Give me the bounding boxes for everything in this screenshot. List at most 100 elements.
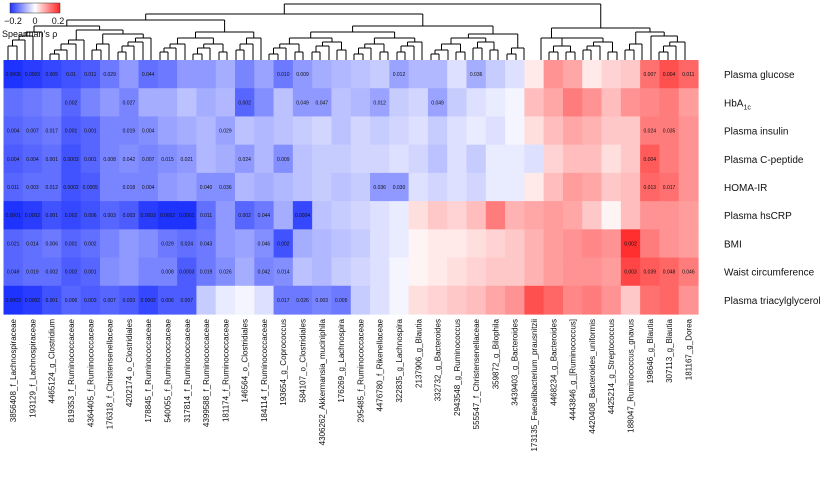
heatmap-cell (177, 172, 198, 202)
heatmap-cell (389, 257, 410, 287)
heatmap-cell (312, 201, 333, 230)
pvalue-label: 0.013 (644, 185, 657, 191)
heatmap-cell (235, 116, 255, 146)
pvalue-label: 0.0002 (141, 298, 157, 304)
heatmap-cell (273, 201, 294, 230)
heatmap-cell (640, 201, 661, 230)
pvalue-label: 0.012 (393, 72, 406, 78)
heatmap-cell (22, 88, 43, 118)
heatmap-cell (505, 201, 525, 230)
pvalue-label: 0.003 (103, 213, 116, 219)
heatmap-cell (312, 88, 333, 118)
pvalue-label: 0.0003 (179, 270, 195, 276)
heatmap-cell (582, 172, 603, 202)
heatmap-cell (177, 229, 198, 259)
heatmap-cell (22, 285, 43, 315)
heatmap-cell (177, 116, 198, 146)
heatmap-cell (138, 116, 159, 146)
pvalue-labels: 0.0006 0.0003 0.005 0.01 0.011 0.029 0.044 0.01… (5, 72, 694, 304)
pvalue-label: 0.030 (393, 185, 406, 191)
heatmap-cell (389, 88, 410, 118)
column-label: 178845_f_Ruminococcaceae (144, 318, 153, 422)
pvalue-label: 0.004 (7, 157, 20, 163)
heatmap-cell (408, 172, 429, 202)
heatmap-cell (138, 257, 159, 287)
heatmap-cell (80, 60, 101, 89)
heatmap-cell (292, 172, 313, 202)
pvalue-label: 0.002 (65, 270, 78, 276)
heatmap-cell (254, 172, 275, 202)
legend-tick-max: 0.2 (52, 16, 65, 26)
heatmap-cell (22, 201, 43, 230)
heatmap-cell (543, 257, 564, 287)
heatmap-cell (99, 257, 120, 287)
heatmap-cell (273, 116, 294, 146)
heatmap-cell (331, 201, 352, 230)
pvalue-label: 0.0005 (83, 185, 99, 191)
heatmap-cell (99, 285, 120, 315)
pvalue-label: 0.042 (258, 270, 271, 276)
heatmap-cell (235, 172, 255, 202)
heatmap-cell (177, 144, 198, 174)
pvalue-label: 0.006 (84, 213, 97, 219)
heatmap-cell (389, 172, 410, 202)
heatmap-cell (157, 172, 178, 202)
heatmap-cell (447, 201, 468, 230)
heatmap-cell (177, 88, 198, 118)
heatmap-cell (80, 144, 101, 174)
heatmap-cell (331, 116, 352, 146)
pvalue-label: 0.003 (26, 185, 39, 191)
pvalue-label: 0.048 (663, 270, 676, 276)
column-label: 3856408_f_Lachnospiraceae (9, 318, 18, 422)
heatmap-cell (524, 285, 545, 315)
column-label: 4202174_o_Clostridiales (125, 319, 134, 407)
heatmap-cell (254, 116, 275, 146)
heatmap-cell (447, 116, 468, 146)
heatmap-cell (312, 172, 333, 202)
heatmap-cell (447, 88, 468, 118)
pvalue-label: 0.0002 (25, 298, 41, 304)
column-label: 4425214_g_Streptococcus (607, 319, 616, 414)
heatmap-cell (582, 229, 603, 259)
heatmap-cell (157, 285, 178, 315)
heatmap-cell (42, 88, 62, 118)
heatmap-cell (582, 116, 603, 146)
heatmap-cell (196, 60, 217, 89)
heatmap-cell (254, 88, 275, 118)
heatmap-cell (485, 88, 506, 118)
heatmap-cell (582, 88, 603, 118)
column-label: 555547_f_Christensenellaceae (472, 318, 481, 429)
pvalue-label: 0.004 (26, 157, 39, 163)
heatmap-cell (620, 88, 641, 118)
pvalue-label: 0.0004 (295, 213, 311, 219)
heatmap-cell (543, 116, 564, 146)
heatmap-cell (370, 172, 390, 202)
heatmap-cell (562, 257, 583, 287)
column-label: 332732_g_Bacteroides (434, 319, 443, 401)
heatmap-cell (80, 257, 101, 287)
heatmap-cell (42, 144, 62, 174)
heatmap-cell (582, 144, 603, 174)
heatmap-cell (331, 285, 352, 315)
column-label: 181167_g_Dorea (684, 318, 693, 380)
column-label: 540055_f_Ruminococcaceae (163, 318, 172, 422)
heatmap-cell (3, 285, 24, 315)
heatmap-cell (389, 60, 410, 89)
heatmap-cell (466, 88, 487, 118)
heatmap-cell (659, 172, 680, 202)
heatmap-cell (138, 60, 159, 89)
heatmap-cell (61, 116, 82, 146)
heatmap-cell (157, 144, 178, 174)
column-label: 146564_o_Clostridiales (241, 319, 250, 403)
pvalue-label: 0.036 (470, 72, 483, 78)
pvalue-label: 0.01 (66, 72, 76, 78)
column-label: 307113_g_Blautia (665, 318, 674, 382)
heatmap-cell (80, 116, 101, 146)
pvalue-label: 0.027 (123, 100, 136, 106)
heatmap-cell (447, 285, 468, 315)
heatmap-cell (447, 172, 468, 202)
heatmap-cell (273, 144, 294, 174)
heatmap-cell (42, 257, 62, 287)
heatmap-cell (254, 229, 275, 259)
heatmap-cell (312, 257, 333, 287)
